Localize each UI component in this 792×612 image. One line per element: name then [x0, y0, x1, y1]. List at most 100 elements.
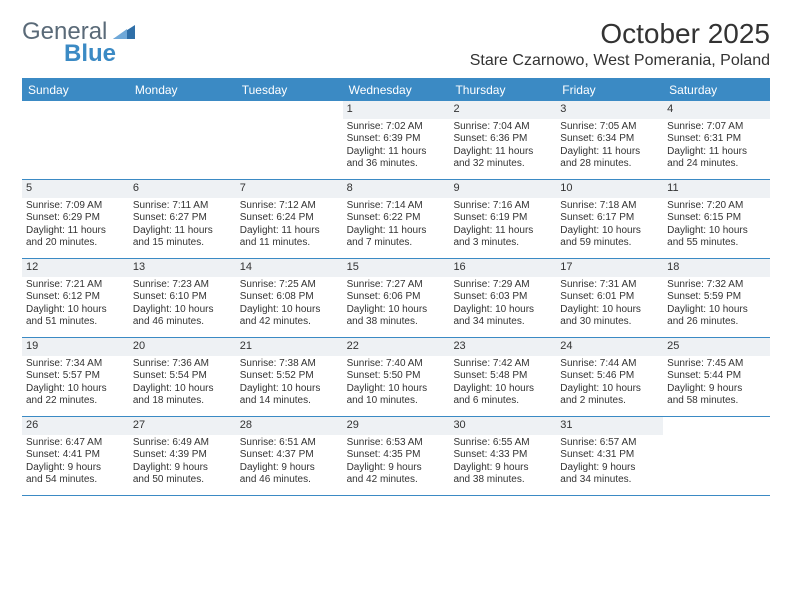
- sunrise-text: Sunrise: 7:02 AM: [347, 121, 446, 134]
- day-cell: 3Sunrise: 7:05 AMSunset: 6:34 PMDaylight…: [556, 101, 663, 179]
- day-number: 26: [22, 417, 129, 435]
- sunset-text: Sunset: 6:22 PM: [347, 212, 446, 225]
- daylight-text: Daylight: 9 hours: [453, 462, 552, 475]
- sunrise-text: Sunrise: 6:49 AM: [133, 437, 232, 450]
- sunset-text: Sunset: 5:46 PM: [560, 370, 659, 383]
- daylight-text: Daylight: 9 hours: [240, 462, 339, 475]
- location-text: Stare Czarnowo, West Pomerania, Poland: [470, 52, 770, 70]
- daylight-text: and 22 minutes.: [26, 395, 125, 408]
- day-number: 4: [663, 101, 770, 119]
- sunset-text: Sunset: 6:24 PM: [240, 212, 339, 225]
- daylight-text: Daylight: 11 hours: [347, 146, 446, 159]
- day-number: 22: [343, 338, 450, 356]
- daylight-text: and 7 minutes.: [347, 237, 446, 250]
- sunrise-text: Sunrise: 7:04 AM: [453, 121, 552, 134]
- sunrise-text: Sunrise: 7:38 AM: [240, 358, 339, 371]
- sunrise-text: Sunrise: 7:16 AM: [453, 200, 552, 213]
- week-row: 5Sunrise: 7:09 AMSunset: 6:29 PMDaylight…: [22, 180, 770, 259]
- daylight-text: and 30 minutes.: [560, 316, 659, 329]
- daylight-text: and 46 minutes.: [240, 474, 339, 487]
- day-cell: 4Sunrise: 7:07 AMSunset: 6:31 PMDaylight…: [663, 101, 770, 179]
- sunset-text: Sunset: 4:37 PM: [240, 449, 339, 462]
- daylight-text: Daylight: 10 hours: [26, 304, 125, 317]
- daylight-text: and 55 minutes.: [667, 237, 766, 250]
- daylight-text: and 2 minutes.: [560, 395, 659, 408]
- day-header-row: SundayMondayTuesdayWednesdayThursdayFrid…: [22, 79, 770, 101]
- day-number: 18: [663, 259, 770, 277]
- day-cell: 12Sunrise: 7:21 AMSunset: 6:12 PMDayligh…: [22, 259, 129, 337]
- day-number: 28: [236, 417, 343, 435]
- day-cell: [663, 417, 770, 495]
- day-cell: 7Sunrise: 7:12 AMSunset: 6:24 PMDaylight…: [236, 180, 343, 258]
- daylight-text: and 42 minutes.: [240, 316, 339, 329]
- sunset-text: Sunset: 6:03 PM: [453, 291, 552, 304]
- daylight-text: and 26 minutes.: [667, 316, 766, 329]
- sunrise-text: Sunrise: 7:12 AM: [240, 200, 339, 213]
- daylight-text: and 54 minutes.: [26, 474, 125, 487]
- daylight-text: and 50 minutes.: [133, 474, 232, 487]
- day-number: 19: [22, 338, 129, 356]
- day-number: 16: [449, 259, 556, 277]
- day-number: 14: [236, 259, 343, 277]
- daylight-text: Daylight: 9 hours: [347, 462, 446, 475]
- daylight-text: and 46 minutes.: [133, 316, 232, 329]
- day-cell: 10Sunrise: 7:18 AMSunset: 6:17 PMDayligh…: [556, 180, 663, 258]
- day-cell: 11Sunrise: 7:20 AMSunset: 6:15 PMDayligh…: [663, 180, 770, 258]
- sunrise-text: Sunrise: 7:40 AM: [347, 358, 446, 371]
- day-number: 9: [449, 180, 556, 198]
- sunrise-text: Sunrise: 7:20 AM: [667, 200, 766, 213]
- daylight-text: Daylight: 11 hours: [133, 225, 232, 238]
- daylight-text: and 24 minutes.: [667, 158, 766, 171]
- sunset-text: Sunset: 6:19 PM: [453, 212, 552, 225]
- sunrise-text: Sunrise: 7:36 AM: [133, 358, 232, 371]
- day-cell: 30Sunrise: 6:55 AMSunset: 4:33 PMDayligh…: [449, 417, 556, 495]
- day-cell: 23Sunrise: 7:42 AMSunset: 5:48 PMDayligh…: [449, 338, 556, 416]
- day-number: 25: [663, 338, 770, 356]
- daylight-text: and 36 minutes.: [347, 158, 446, 171]
- daylight-text: Daylight: 10 hours: [133, 383, 232, 396]
- day-number: 10: [556, 180, 663, 198]
- sunrise-text: Sunrise: 6:53 AM: [347, 437, 446, 450]
- sunrise-text: Sunrise: 7:34 AM: [26, 358, 125, 371]
- daylight-text: Daylight: 10 hours: [560, 225, 659, 238]
- daylight-text: and 6 minutes.: [453, 395, 552, 408]
- sunset-text: Sunset: 4:31 PM: [560, 449, 659, 462]
- day-cell: 21Sunrise: 7:38 AMSunset: 5:52 PMDayligh…: [236, 338, 343, 416]
- sunset-text: Sunset: 6:17 PM: [560, 212, 659, 225]
- day-header: Thursday: [449, 79, 556, 101]
- daylight-text: and 28 minutes.: [560, 158, 659, 171]
- day-number: 29: [343, 417, 450, 435]
- daylight-text: Daylight: 10 hours: [453, 383, 552, 396]
- day-number: 17: [556, 259, 663, 277]
- day-number: 1: [343, 101, 450, 119]
- daylight-text: and 11 minutes.: [240, 237, 339, 250]
- daylight-text: Daylight: 11 hours: [453, 146, 552, 159]
- daylight-text: and 38 minutes.: [347, 316, 446, 329]
- day-cell: 13Sunrise: 7:23 AMSunset: 6:10 PMDayligh…: [129, 259, 236, 337]
- sunset-text: Sunset: 5:57 PM: [26, 370, 125, 383]
- daylight-text: and 10 minutes.: [347, 395, 446, 408]
- day-number: 12: [22, 259, 129, 277]
- daylight-text: and 38 minutes.: [453, 474, 552, 487]
- day-number: 6: [129, 180, 236, 198]
- daylight-text: and 14 minutes.: [240, 395, 339, 408]
- sunrise-text: Sunrise: 6:57 AM: [560, 437, 659, 450]
- sunrise-text: Sunrise: 6:55 AM: [453, 437, 552, 450]
- day-number: 3: [556, 101, 663, 119]
- sunrise-text: Sunrise: 7:27 AM: [347, 279, 446, 292]
- sunset-text: Sunset: 6:15 PM: [667, 212, 766, 225]
- daylight-text: and 42 minutes.: [347, 474, 446, 487]
- daylight-text: Daylight: 11 hours: [560, 146, 659, 159]
- calendar-body: 1Sunrise: 7:02 AMSunset: 6:39 PMDaylight…: [22, 101, 770, 496]
- day-cell: 5Sunrise: 7:09 AMSunset: 6:29 PMDaylight…: [22, 180, 129, 258]
- daylight-text: and 34 minutes.: [453, 316, 552, 329]
- sunset-text: Sunset: 6:08 PM: [240, 291, 339, 304]
- daylight-text: and 20 minutes.: [26, 237, 125, 250]
- daylight-text: and 18 minutes.: [133, 395, 232, 408]
- sunrise-text: Sunrise: 7:07 AM: [667, 121, 766, 134]
- sunset-text: Sunset: 6:12 PM: [26, 291, 125, 304]
- week-row: 12Sunrise: 7:21 AMSunset: 6:12 PMDayligh…: [22, 259, 770, 338]
- daylight-text: Daylight: 9 hours: [133, 462, 232, 475]
- day-header: Monday: [129, 79, 236, 101]
- sunset-text: Sunset: 5:48 PM: [453, 370, 552, 383]
